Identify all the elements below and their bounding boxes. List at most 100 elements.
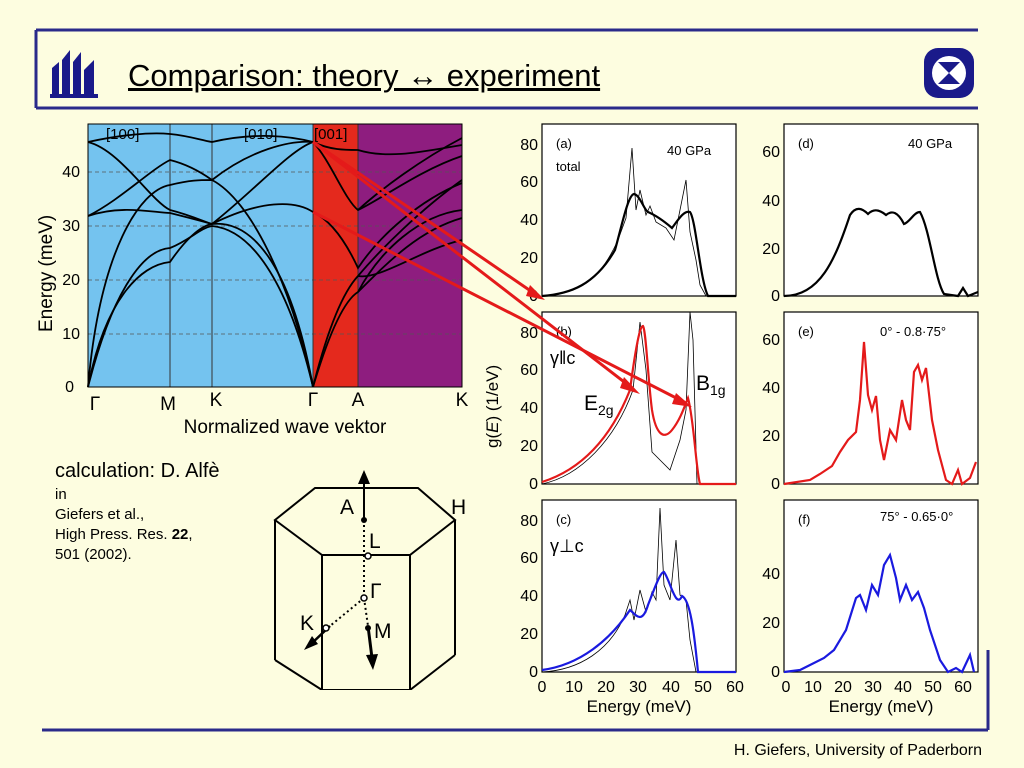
- tick-label: 30: [864, 679, 882, 696]
- panel-note: 0° - 0.8·75°: [880, 324, 946, 339]
- tick-label: 60: [520, 362, 538, 379]
- point-label: K: [456, 390, 469, 411]
- tick-label: 20: [520, 250, 538, 267]
- university-logo: [50, 50, 98, 98]
- tick-label: 30: [62, 218, 80, 235]
- bz-label: Γ: [370, 580, 382, 603]
- panel-tag: (a): [556, 136, 572, 151]
- bz-label: K: [300, 612, 314, 635]
- tick-label: 20: [62, 272, 80, 289]
- panel-a: 0 20 40 60 80 (a) total 40 GPa: [520, 123, 737, 305]
- direction-label: [010]: [244, 126, 277, 143]
- tick-label: 20: [834, 679, 852, 696]
- page-title: Comparison: theory ↔ experiment: [128, 58, 601, 93]
- tick-label: 40: [662, 679, 680, 696]
- tick-label: 0: [538, 679, 547, 696]
- panel-f: 0 20 40 (f) 75° - 0.65·0°: [762, 499, 979, 681]
- tick-label: 30: [629, 679, 647, 696]
- tick-label: 60: [762, 144, 780, 161]
- point-label: M: [160, 394, 176, 415]
- x-axis-label: Energy (meV): [587, 697, 692, 716]
- credit-line: 501 (2002).: [55, 546, 132, 563]
- bz-label: A: [340, 496, 354, 519]
- panel-note: 75° - 0.65·0°: [880, 509, 953, 524]
- direction-label: [100]: [106, 126, 139, 143]
- calculation-credit: calculation: D. Alfè in Giefers et al., …: [55, 457, 220, 565]
- tick-label: 10: [565, 679, 583, 696]
- panel-d: 0 20 40 60 (d) 40 GPa: [762, 123, 979, 305]
- dispersion-plot: 0 10 20 30 40 Energy (meV) Γ M K Γ A K N…: [36, 123, 469, 438]
- tick-label: 80: [520, 137, 538, 154]
- tick-label: 0: [782, 679, 791, 696]
- tick-label: 20: [520, 626, 538, 643]
- bz-label: H: [451, 496, 466, 519]
- tick-label: 10: [62, 326, 80, 343]
- panel-tag: (e): [798, 324, 814, 339]
- tick-label: 0: [771, 476, 780, 493]
- tick-label: 0: [529, 476, 538, 493]
- tick-label: 40: [762, 193, 780, 210]
- x-axis-label: Energy (meV): [829, 697, 934, 716]
- tick-label: 80: [520, 513, 538, 530]
- credit-line: Giefers et al.,: [55, 506, 145, 523]
- tick-label: 60: [726, 679, 744, 696]
- tick-label: 20: [762, 615, 780, 632]
- point-label: K: [210, 390, 223, 411]
- dos-panels: 0 20 40 60 80 (a) total 40 GPa 0 20 40 6…: [483, 123, 979, 716]
- direction-label: [001]: [314, 126, 347, 143]
- tick-label: 0: [771, 664, 780, 681]
- bz-label: M: [374, 620, 392, 643]
- tick-label: 60: [520, 550, 538, 567]
- credit-line: High Press. Res. 22,: [55, 526, 193, 543]
- panel-tag: (f): [798, 512, 810, 527]
- tick-label: 20: [520, 438, 538, 455]
- mode-label-e2g: E2g: [584, 392, 614, 418]
- panel-tag: (d): [798, 136, 814, 151]
- panel-b: 0 20 40 60 80 (b) γ‖c E2g B1g: [520, 311, 737, 493]
- panel-c: 0 20 40 60 80 (c) γ⊥c: [520, 499, 737, 681]
- x-axis-label: Normalized wave vektor: [184, 417, 387, 438]
- panel-e: 0 20 40 60 (e) 0° - 0.8·75°: [762, 311, 979, 493]
- mode-label-b1g: B1g: [696, 372, 726, 398]
- panel-note: 40 GPa: [667, 143, 712, 158]
- tick-label: 0: [771, 288, 780, 305]
- bz-label: L: [369, 530, 381, 553]
- y-axis-label-dos: g(E) (1/eV): [483, 365, 502, 448]
- emblem-icon: [924, 48, 974, 98]
- point-label: Γ: [308, 390, 318, 411]
- tick-label: 0: [65, 379, 74, 396]
- credit-line: calculation: D. Alfè: [55, 460, 220, 482]
- credit-line: in: [55, 486, 67, 503]
- tick-label: 40: [520, 212, 538, 229]
- tick-label: 60: [762, 332, 780, 349]
- panel-note: 40 GPa: [908, 136, 953, 151]
- tick-label: 40: [762, 380, 780, 397]
- tick-label: 20: [597, 679, 615, 696]
- polarization-label: γ⊥c: [550, 536, 584, 556]
- tick-label: 40: [62, 164, 80, 181]
- panel-tag: (c): [556, 512, 571, 527]
- tick-label: 60: [520, 174, 538, 191]
- tick-label: 20: [762, 241, 780, 258]
- tick-label: 80: [520, 325, 538, 342]
- tick-label: 40: [762, 566, 780, 583]
- panel-sub: total: [556, 159, 581, 174]
- tick-label: 50: [694, 679, 712, 696]
- brillouin-zone: A H L Γ K M: [273, 470, 466, 690]
- point-label: Γ: [90, 394, 100, 415]
- tick-label: 10: [804, 679, 822, 696]
- tick-label: 40: [894, 679, 912, 696]
- tick-label: 20: [762, 428, 780, 445]
- point-label: A: [352, 390, 365, 411]
- tick-label: 40: [520, 400, 538, 417]
- tick-label: 50: [924, 679, 942, 696]
- tick-label: 40: [520, 588, 538, 605]
- tick-label: 0: [529, 664, 538, 681]
- tick-label: 60: [954, 679, 972, 696]
- footer-credit: H. Giefers, University of Paderborn: [733, 742, 982, 759]
- polarization-label: γ‖c: [550, 348, 575, 368]
- y-axis-label: Energy (meV): [36, 215, 57, 332]
- panel-tag: (b): [556, 324, 572, 339]
